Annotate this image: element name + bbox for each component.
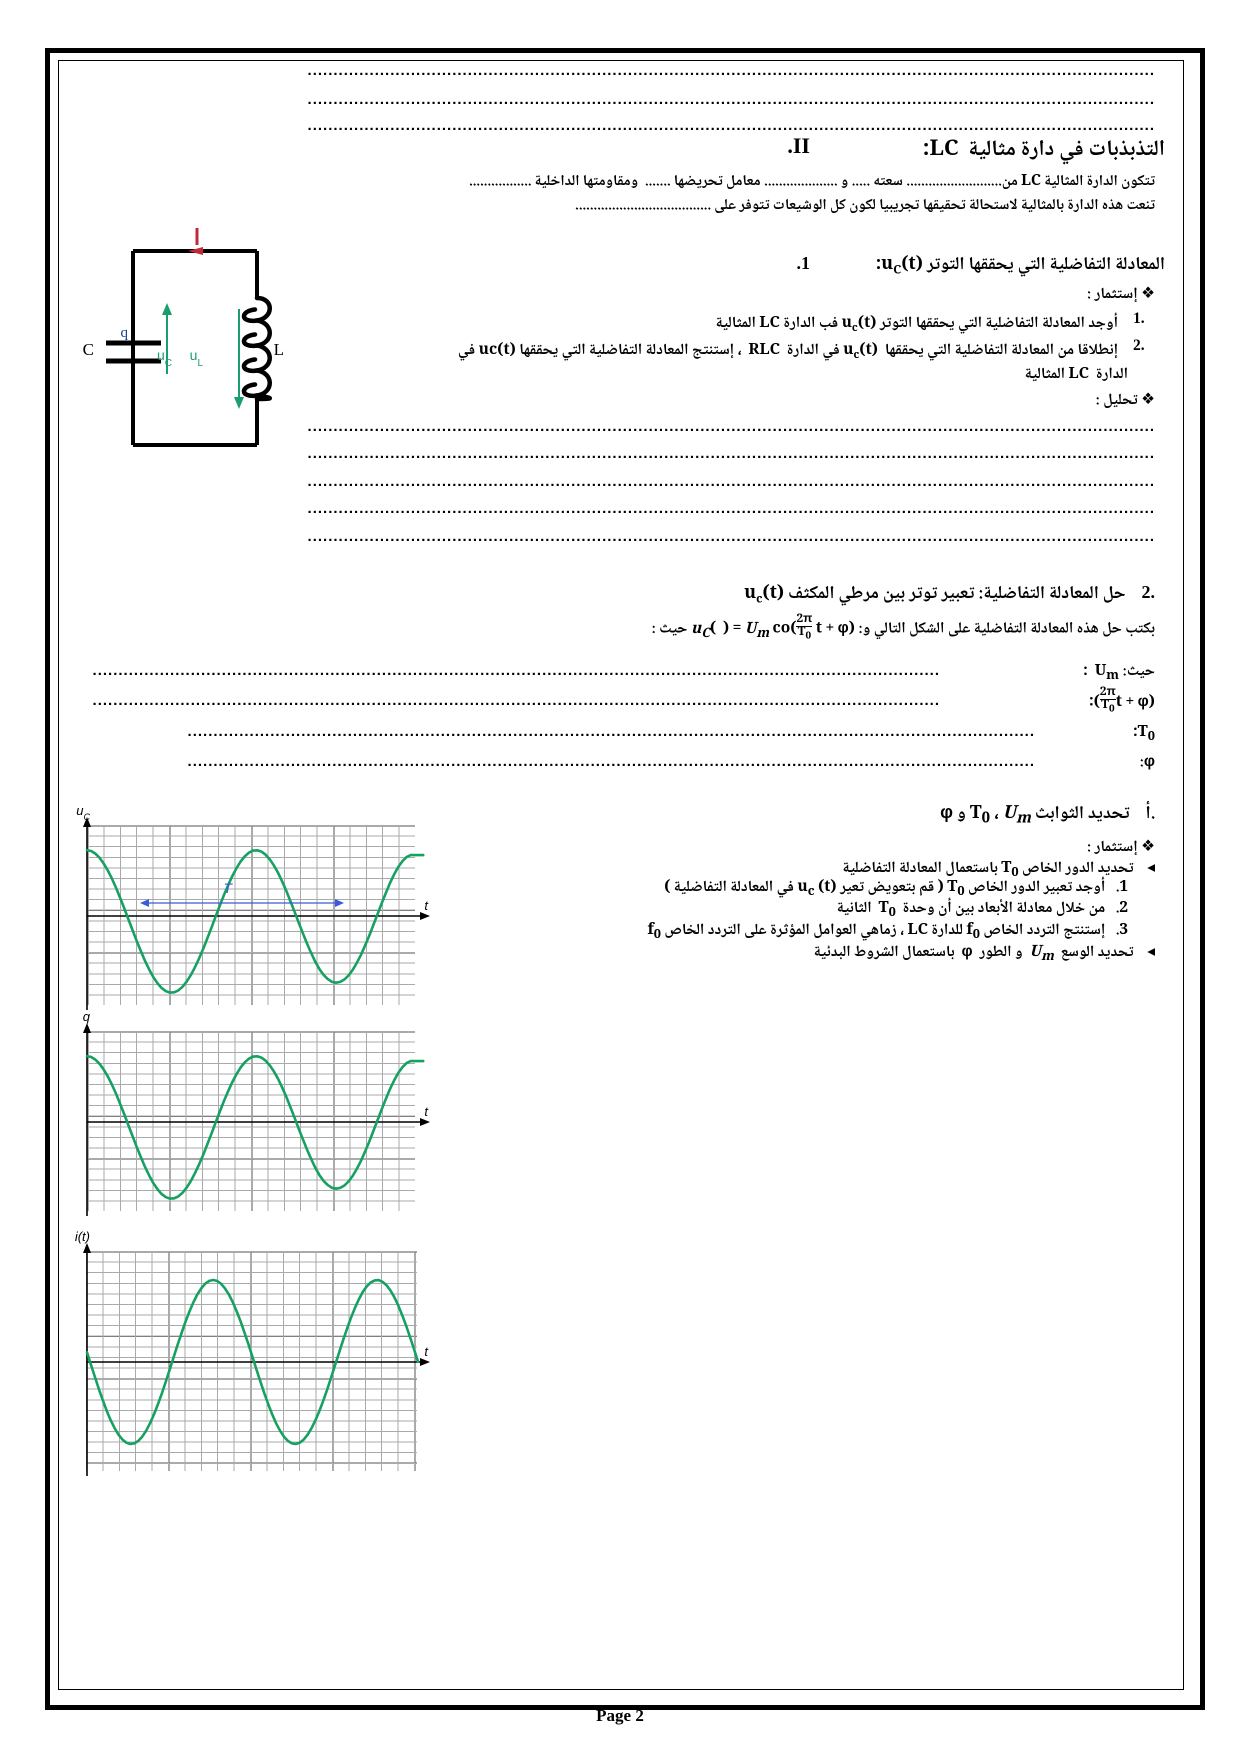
svg-text:L: L bbox=[274, 340, 284, 359]
svg-text:uC: uC bbox=[157, 347, 172, 369]
svg-text:uL: uL bbox=[190, 347, 204, 369]
svg-text:i(t): i(t) bbox=[75, 1229, 90, 1244]
svg-text:q: q bbox=[83, 1009, 91, 1024]
svg-text:T: T bbox=[223, 880, 233, 896]
svg-text:t: t bbox=[424, 1344, 429, 1359]
svg-text:q: q bbox=[121, 325, 129, 341]
svg-text:t: t bbox=[424, 898, 429, 913]
svg-text:C: C bbox=[83, 340, 94, 359]
svg-text:t: t bbox=[424, 1104, 429, 1119]
svg-text:uC: uC bbox=[76, 803, 90, 822]
